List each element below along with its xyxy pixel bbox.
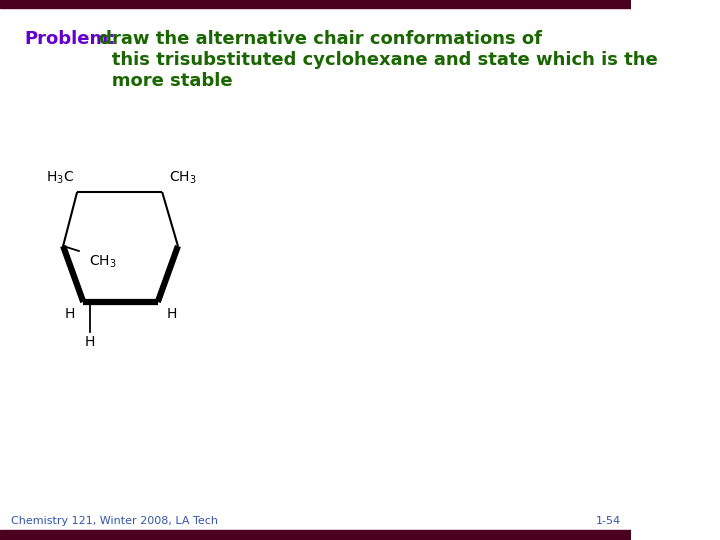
Text: CH$_3$: CH$_3$ [169, 170, 197, 186]
Text: Problem:: Problem: [24, 30, 116, 48]
Text: 1-54: 1-54 [595, 516, 621, 526]
Text: CH$_3$: CH$_3$ [89, 254, 117, 271]
Text: Chemistry 121, Winter 2008, LA Tech: Chemistry 121, Winter 2008, LA Tech [11, 516, 217, 526]
Text: H: H [166, 307, 177, 321]
Text: H$_3$C: H$_3$C [45, 170, 73, 186]
Bar [0, 0, 631, 8]
Text: H: H [64, 307, 74, 321]
Text: draw the alternative chair conformations of
   this trisubstituted cyclohexane a: draw the alternative chair conformations… [93, 30, 657, 90]
Bar [0, 530, 631, 540]
Text: H: H [85, 335, 96, 349]
